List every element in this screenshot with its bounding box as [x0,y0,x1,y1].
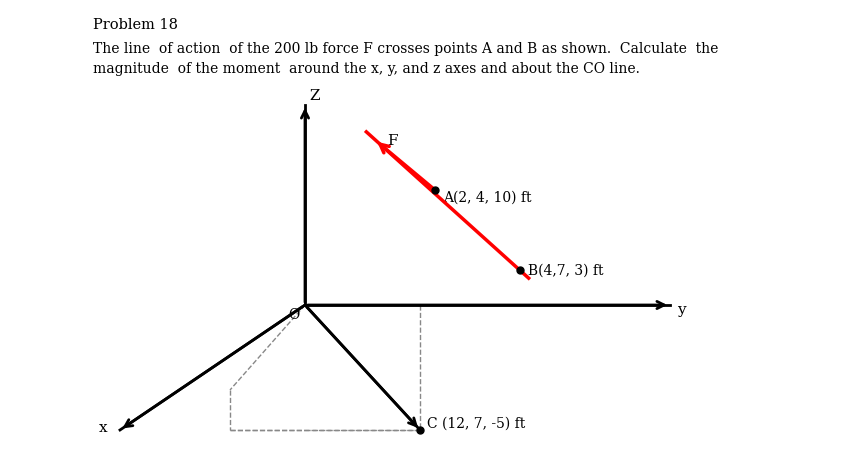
Text: Z: Z [309,89,319,103]
Text: y: y [677,303,685,317]
Text: x: x [99,421,108,435]
Text: O: O [288,308,299,322]
Text: F: F [388,134,398,148]
Text: The line  of action  of the 200 lb force F crosses points A and B as shown.  Cal: The line of action of the 200 lb force F… [93,42,718,56]
Text: Problem 18: Problem 18 [93,18,178,32]
Text: magnitude  of the moment  around the x, y, and z axes and about the CO line.: magnitude of the moment around the x, y,… [93,62,640,76]
Text: C (12, 7, -5) ft: C (12, 7, -5) ft [427,417,525,431]
Text: A(2, 4, 10) ft: A(2, 4, 10) ft [443,191,532,205]
Text: B(4,7, 3) ft: B(4,7, 3) ft [529,264,604,278]
